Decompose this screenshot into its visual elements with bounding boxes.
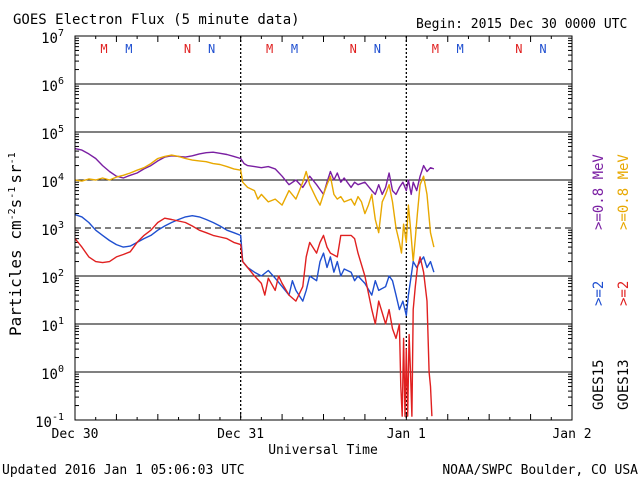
updated-timestamp: Updated 2016 Jan 1 05:06:03 UTC — [2, 463, 245, 478]
credit-line: NOAA/SWPC Boulder, CO USA — [442, 463, 638, 478]
y-tick-label: 101 — [41, 316, 64, 335]
series-line — [74, 147, 435, 196]
day-marker: N — [208, 42, 215, 56]
y-tick-label: 106 — [41, 76, 64, 95]
x-tick-label: Jan 1 — [387, 427, 426, 442]
legend-entry: >=2 — [616, 281, 632, 306]
x-axis-label: Universal Time — [268, 443, 378, 458]
y-label-base: Particles cm — [6, 220, 25, 336]
legend-entry: >=2 — [591, 281, 607, 306]
day-marker: N — [539, 42, 546, 56]
y-label-exp-1: -2 — [7, 208, 18, 220]
series-line — [74, 154, 435, 263]
day-marker: M — [432, 42, 439, 56]
day-marker: M — [125, 42, 132, 56]
chart-title: GOES Electron Flux (5 minute data) — [13, 12, 300, 28]
day-marker: N — [515, 42, 522, 56]
y-label-exp-2: -1 — [7, 187, 18, 199]
y-axis-label: Particles cm-2s-1sr-1 — [6, 152, 25, 336]
y-tick-label: 100 — [41, 364, 64, 383]
legend-entry: >=0.8 MeV — [591, 154, 607, 230]
data-series — [74, 147, 435, 417]
y-label-mid: s — [6, 199, 25, 209]
plot-frame — [74, 35, 573, 421]
series-line — [74, 213, 435, 317]
y-tick-label: 103 — [41, 220, 64, 239]
x-tick-label: Dec 31 — [217, 427, 264, 442]
legend-column: GOES15 >=2 >=0.8 MeV — [591, 154, 607, 410]
y-tick-label: 102 — [41, 268, 64, 287]
day-marker: N — [350, 42, 357, 56]
gridlines — [74, 36, 573, 420]
day-marker: N — [374, 42, 381, 56]
x-tick-label: Jan 2 — [552, 427, 591, 442]
legend-entry: >=0.8 MeV — [616, 154, 632, 230]
legend-satellite: GOES13 — [616, 359, 632, 410]
day-marker: N — [184, 42, 191, 56]
y-label-sr: sr — [6, 164, 25, 184]
begin-label: Begin: 2015 Dec 30 0000 UTC — [416, 17, 627, 32]
y-tick-label: 107 — [41, 28, 64, 47]
y-tick-label: 104 — [41, 172, 64, 191]
y-tick-label: 105 — [41, 124, 64, 143]
day-marker: M — [266, 42, 273, 56]
day-marker: M — [100, 42, 107, 56]
legend-column: GOES13 >=2 >=0.8 MeV — [616, 154, 632, 410]
x-tick-label: Dec 30 — [52, 427, 99, 442]
day-marker: M — [291, 42, 298, 56]
y-tick-label: 10-1 — [35, 412, 64, 431]
legend-satellite: GOES15 — [591, 359, 607, 410]
svg-text:Particles cm-2s-1sr-1: Particles cm-2s-1sr-1 — [6, 152, 25, 336]
legend: GOES15 >=2 >=0.8 MeV GOES13 >=2 >=0.8 MeV — [591, 154, 632, 410]
y-label-exp-3: -1 — [7, 152, 18, 164]
x-axis-tick-labels: Dec 30 Dec 31 Jan 1 Jan 2 — [52, 427, 592, 442]
series-line — [74, 217, 433, 417]
day-marker: M — [457, 42, 464, 56]
y-axis-tick-labels: 10-1 100 101 102 103 104 105 106 107 — [35, 28, 64, 431]
